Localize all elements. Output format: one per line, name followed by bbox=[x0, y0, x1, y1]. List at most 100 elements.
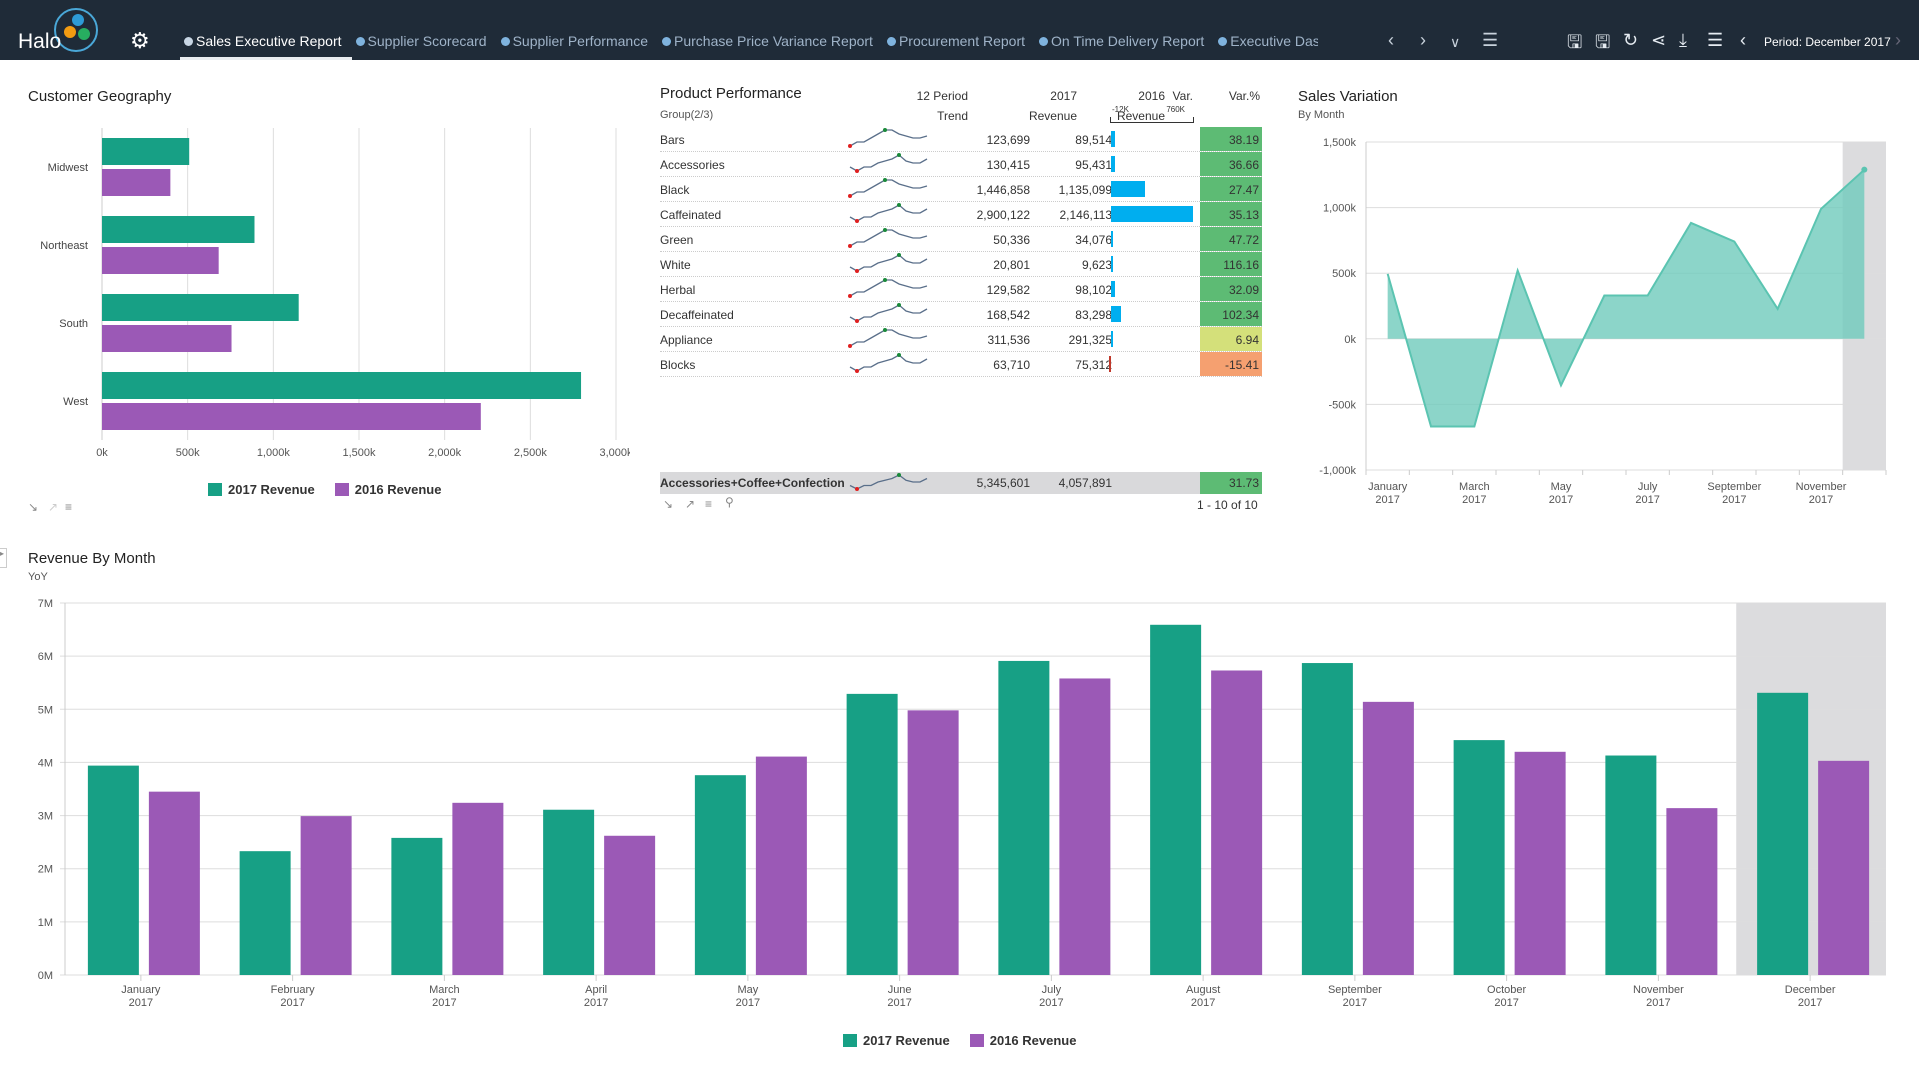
bar-2016-northeast bbox=[102, 247, 219, 274]
period-prev-icon[interactable]: ‹ bbox=[1740, 30, 1746, 50]
bar-2017-february bbox=[239, 851, 291, 975]
variance-bar bbox=[1111, 231, 1114, 247]
tab-sales-executive-report[interactable]: Sales Executive Report bbox=[180, 0, 356, 60]
bar-2017-august bbox=[1150, 624, 1202, 975]
refresh-icon[interactable]: ↻ bbox=[1623, 30, 1639, 50]
var-axis-max: 760K bbox=[1166, 105, 1185, 114]
total-2017: 5,345,601 bbox=[976, 476, 1030, 490]
collapse-icon[interactable]: ↘ bbox=[663, 497, 674, 511]
halo-logo[interactable]: Halo bbox=[16, 8, 100, 54]
product-name: Black bbox=[660, 183, 690, 197]
header-2017[interactable]: 2017 bbox=[1050, 89, 1077, 103]
x-tick-label: November bbox=[1796, 481, 1847, 493]
trend-sparkline bbox=[849, 303, 928, 323]
variation-line bbox=[1386, 168, 1866, 428]
period-selector[interactable]: Period: December 2017 bbox=[1764, 35, 1891, 49]
menu-icon[interactable]: ☰ bbox=[1482, 30, 1499, 50]
x-tick-label: 0k bbox=[96, 447, 108, 459]
bar-2017-december bbox=[1757, 692, 1809, 975]
header-var-pct[interactable]: Var.% bbox=[1228, 89, 1260, 103]
options-icon[interactable]: ≡ bbox=[65, 500, 73, 514]
sparkline-min bbox=[848, 244, 852, 248]
legend-2016[interactable]: 2016 Revenue bbox=[969, 1033, 1076, 1048]
bar-2016-july bbox=[1059, 678, 1111, 975]
legend-2017[interactable]: 2017 Revenue bbox=[843, 1033, 950, 1048]
panel-toggle[interactable]: ▸ bbox=[0, 548, 7, 568]
variance-pct: 47.72 bbox=[1200, 227, 1262, 251]
table-row[interactable]: Caffeinated 2,900,122 2,146,113 35.13 bbox=[660, 202, 1262, 227]
save-as-icon[interactable]: 🖫 bbox=[1595, 32, 1611, 52]
revenue-2016: 2,146,113 bbox=[1059, 208, 1113, 222]
tab-purchase-price-variance[interactable]: Purchase Price Variance Report bbox=[662, 0, 887, 60]
legend-2016[interactable]: 2016 Revenue bbox=[334, 482, 441, 497]
variation-area bbox=[1387, 169, 1865, 427]
options-icon[interactable]: ≡ bbox=[705, 497, 713, 511]
x-tick-label: 2017 bbox=[1191, 997, 1215, 1009]
header-var[interactable]: Var. bbox=[1172, 89, 1193, 103]
legend-2017[interactable]: 2017 Revenue bbox=[208, 482, 315, 497]
x-tick-label: January bbox=[121, 984, 161, 996]
sparkline-line bbox=[849, 304, 928, 322]
x-tick-label: 2017 bbox=[887, 997, 911, 1009]
period-next-icon[interactable]: › bbox=[1895, 30, 1901, 50]
trend-sparkline bbox=[848, 328, 928, 348]
table-row[interactable]: Bars 123,699 89,514 38.19 bbox=[660, 127, 1262, 152]
total-sparkline bbox=[849, 473, 928, 491]
expand-icon[interactable]: ↗ bbox=[48, 500, 59, 514]
total-name: Accessories+Coffee+Confection: bbox=[660, 476, 845, 490]
table-row[interactable]: Black 1,446,858 1,135,099 27.47 bbox=[660, 177, 1262, 202]
table-row[interactable]: Accessories 130,415 95,431 36.66 bbox=[660, 152, 1262, 177]
settings-icon[interactable]: ⚙ bbox=[130, 28, 150, 53]
product-title: Product Performance bbox=[660, 85, 802, 102]
pager: 1 - 10 of 10 bbox=[1197, 498, 1258, 512]
bar-2016-april bbox=[604, 835, 656, 975]
save-icon[interactable]: 🖫 bbox=[1567, 32, 1583, 52]
bar-2017-april bbox=[543, 809, 595, 975]
list-icon[interactable]: ☰ bbox=[1707, 30, 1724, 50]
header-trend: 12 Period bbox=[916, 89, 968, 103]
tab-supplier-scorecard[interactable]: Supplier Scorecard bbox=[355, 0, 501, 60]
bar-2016-march bbox=[452, 802, 504, 975]
share-icon[interactable]: ⋖ bbox=[1651, 30, 1667, 50]
x-tick-label: May bbox=[737, 984, 758, 996]
product-name: Bars bbox=[660, 133, 685, 147]
tab-on-time-delivery[interactable]: On Time Delivery Report bbox=[1039, 0, 1218, 60]
revenue-2016: 89,514 bbox=[1075, 133, 1112, 147]
header-2016[interactable]: 2016 bbox=[1138, 89, 1165, 103]
chevron-right-icon[interactable]: › bbox=[1420, 30, 1426, 50]
table-row[interactable]: Herbal 129,582 98,102 32.09 bbox=[660, 277, 1262, 302]
variance-pct: 36.66 bbox=[1200, 152, 1262, 176]
bar-2017-south bbox=[102, 294, 299, 321]
revenue-2017: 130,415 bbox=[986, 158, 1030, 172]
bar-2016-west bbox=[102, 403, 481, 430]
sparkline-line bbox=[849, 474, 928, 490]
table-row[interactable]: Green 50,336 34,076 47.72 bbox=[660, 227, 1262, 252]
sparkline-line bbox=[849, 279, 928, 297]
table-row[interactable]: Appliance 311,536 291,325 6.94 bbox=[660, 327, 1262, 352]
tab-executive-dash[interactable]: Executive Dash bbox=[1218, 0, 1318, 60]
sparkline-max bbox=[897, 203, 901, 207]
table-row[interactable]: Decaffeinated 168,542 83,298 102.34 bbox=[660, 302, 1262, 327]
x-tick-label: 2017 bbox=[1646, 997, 1670, 1009]
x-tick-label: 2017 bbox=[129, 997, 153, 1009]
tab-supplier-performance[interactable]: Supplier Performance bbox=[500, 0, 662, 60]
group-label[interactable]: Group(2/3) bbox=[660, 109, 714, 121]
x-tick-label: February bbox=[271, 984, 316, 996]
revenue-2017: 311,536 bbox=[987, 333, 1031, 347]
chevron-down-icon[interactable]: ∨ bbox=[1450, 34, 1461, 50]
expand-icon[interactable]: ↗ bbox=[685, 497, 696, 511]
revenue-2016: 9,623 bbox=[1081, 258, 1112, 272]
tab-procurement-report[interactable]: Procurement Report bbox=[886, 0, 1039, 60]
x-tick-label: December bbox=[1785, 984, 1836, 996]
download-icon[interactable]: ⤓ bbox=[1679, 30, 1687, 50]
chevron-left-icon[interactable]: ‹ bbox=[1388, 30, 1394, 50]
table-row[interactable]: Blocks 63,710 75,312 -15.41 bbox=[660, 352, 1262, 377]
y-tick-label: Midwest bbox=[48, 162, 88, 174]
y-tick-label: 0k bbox=[1344, 334, 1356, 346]
trend-sparkline bbox=[848, 228, 928, 248]
search-icon[interactable]: ⚲ bbox=[725, 495, 734, 509]
total-row[interactable]: Accessories+Coffee+Confection: 5,345,601… bbox=[660, 472, 1262, 494]
collapse-icon[interactable]: ↘ bbox=[28, 500, 39, 514]
revenue-2016: 34,076 bbox=[1075, 233, 1112, 247]
table-row[interactable]: White 20,801 9,623 116.16 bbox=[660, 252, 1262, 277]
